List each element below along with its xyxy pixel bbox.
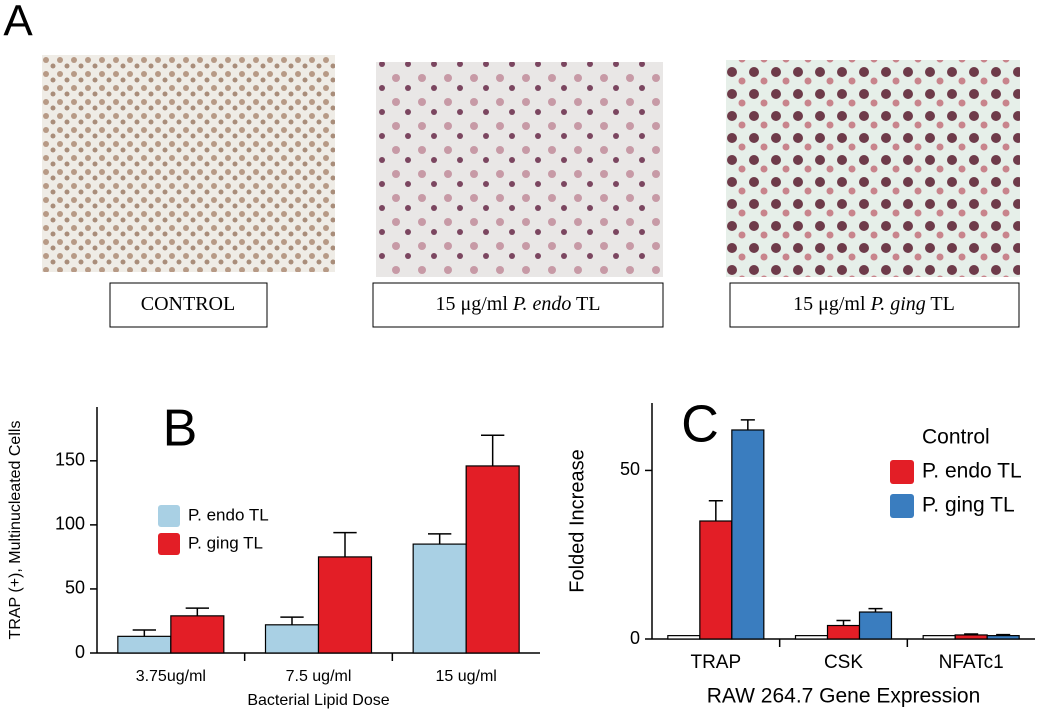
caption-text: 15 μg/ml xyxy=(436,293,513,315)
caption-box xyxy=(729,282,1020,328)
error-bar xyxy=(481,434,505,466)
error-bar xyxy=(428,533,452,545)
x-axis-label: RAW 264.7 Gene Expression xyxy=(707,685,981,708)
caption-box xyxy=(372,282,664,328)
x-tick-label: 15 ug/ml xyxy=(435,668,496,685)
bar xyxy=(731,429,765,640)
bar xyxy=(317,556,373,654)
y-tick-label: 0 xyxy=(630,628,640,648)
caption: 15 μg/ml P. ging TL xyxy=(793,293,955,315)
legend-label: P. endo TL xyxy=(188,505,269,524)
legend-swatch xyxy=(890,494,914,518)
micrograph xyxy=(726,60,1020,277)
y-axis-label: TRAP (+), Multinucleated Cells xyxy=(7,421,24,640)
caption-text: TL xyxy=(926,293,955,315)
y-tick-label: 50 xyxy=(620,459,640,479)
legend-swatch xyxy=(890,426,914,450)
error-bar xyxy=(132,629,156,637)
legend-label: P. ging TL xyxy=(188,533,263,552)
bar xyxy=(954,634,988,640)
y-tick-label: 150 xyxy=(55,450,85,470)
error-bar xyxy=(996,633,1011,636)
caption: CONTROL xyxy=(141,293,235,315)
x-axis-label: Bacterial Lipid Dose xyxy=(247,692,389,709)
caption-text: CONTROL xyxy=(141,293,235,315)
bar xyxy=(986,635,1020,640)
panel-label: B xyxy=(163,400,198,458)
x-tick-label: NFATc1 xyxy=(939,652,1004,673)
bar xyxy=(170,615,225,654)
bar xyxy=(826,624,861,640)
bar xyxy=(794,635,829,640)
y-axis-label: Folded Increase xyxy=(566,449,588,592)
legend-label: Control xyxy=(922,426,990,449)
y-tick-label: 0 xyxy=(75,642,85,662)
caption-text: 15 μg/ml xyxy=(793,293,870,315)
caption: 15 μg/ml P. endo TL xyxy=(436,293,601,315)
panel-label: A xyxy=(3,0,33,46)
caption-text: P. ging xyxy=(870,293,926,315)
error-bar xyxy=(836,619,851,626)
error-bar xyxy=(740,419,755,430)
bar xyxy=(699,520,733,640)
y-tick-label: 50 xyxy=(65,578,85,598)
micrograph xyxy=(42,55,335,272)
bar xyxy=(264,624,320,654)
x-tick-label: 7.5 ug/ml xyxy=(286,668,352,685)
caption-box xyxy=(109,282,268,328)
legend-swatch xyxy=(158,505,180,527)
error-bar xyxy=(964,633,979,635)
micrograph xyxy=(376,62,663,277)
legend-swatch xyxy=(158,533,180,555)
x-tick-label: CSK xyxy=(824,652,863,673)
legend-swatch xyxy=(890,460,914,484)
error-bar xyxy=(185,607,209,616)
legend-label: P. ging TL xyxy=(922,494,1015,517)
x-tick-label: 3.75ug/ml xyxy=(136,668,206,685)
panel-label: C xyxy=(681,396,719,454)
bar xyxy=(117,635,172,654)
error-bar xyxy=(280,616,304,625)
x-tick-label: TRAP xyxy=(690,652,741,673)
error-bar xyxy=(868,607,883,613)
bar xyxy=(465,465,520,654)
error-bar xyxy=(333,531,357,557)
caption-text: P. endo xyxy=(512,293,572,315)
caption-text: TL xyxy=(571,293,600,315)
error-bar xyxy=(708,500,723,521)
bar xyxy=(667,635,701,640)
y-tick-label: 100 xyxy=(55,514,85,534)
legend-label: P. endo TL xyxy=(922,460,1022,483)
bar xyxy=(412,543,467,654)
bar xyxy=(922,635,956,640)
bar xyxy=(858,611,893,640)
